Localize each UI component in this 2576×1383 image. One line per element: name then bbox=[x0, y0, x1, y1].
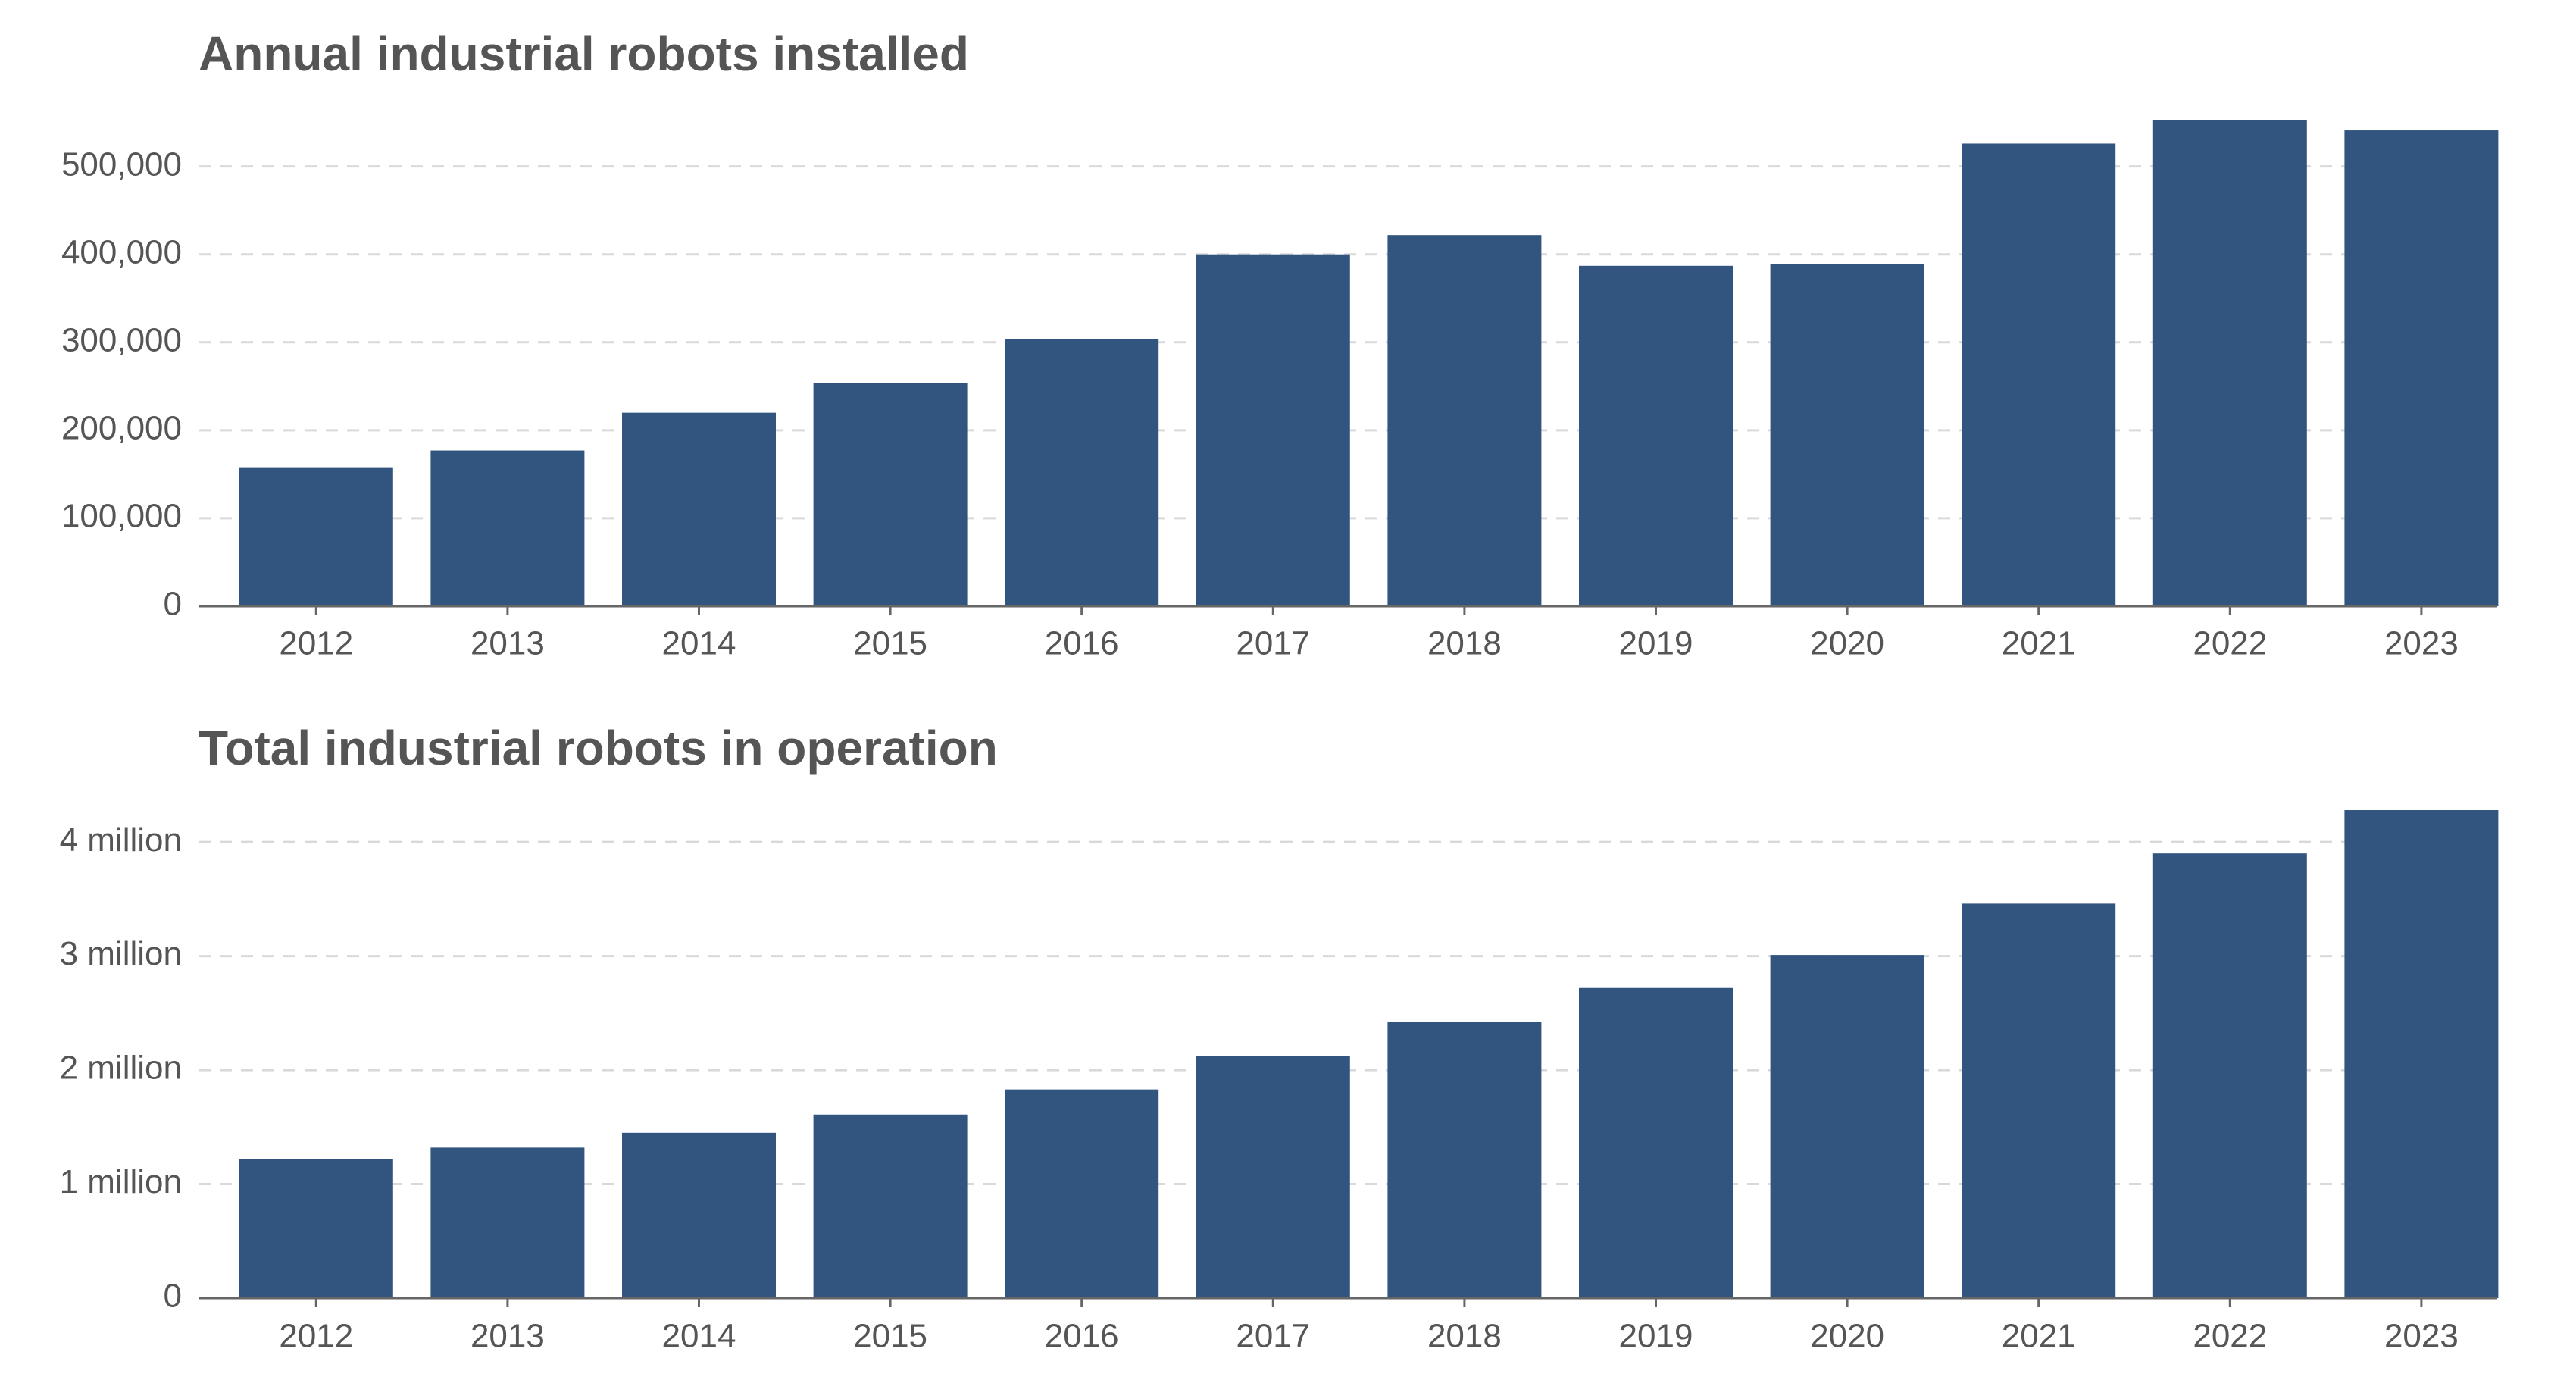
bar bbox=[2152, 853, 2307, 1298]
bar bbox=[1196, 254, 1350, 606]
bar bbox=[2152, 120, 2307, 606]
x-tick-label: 2014 bbox=[662, 1318, 736, 1355]
bar bbox=[430, 1147, 585, 1298]
bar bbox=[1387, 1022, 1542, 1298]
y-tick-label: 2 million bbox=[60, 1050, 182, 1087]
y-tick-label: 200,000 bbox=[61, 409, 182, 446]
bar bbox=[2344, 810, 2499, 1298]
bar bbox=[622, 412, 776, 606]
y-tick-label: 4 million bbox=[60, 821, 182, 859]
x-tick-label: 2013 bbox=[470, 625, 545, 662]
bar bbox=[1005, 1089, 1159, 1298]
y-tick-label: 1 million bbox=[60, 1163, 182, 1200]
x-tick-label: 2022 bbox=[2193, 625, 2267, 662]
bar bbox=[622, 1132, 776, 1298]
x-tick-label: 2012 bbox=[279, 1318, 353, 1355]
x-tick-label: 2020 bbox=[1810, 1318, 1884, 1355]
bar bbox=[1770, 264, 1924, 606]
x-tick-label: 2018 bbox=[1427, 625, 1502, 662]
x-tick-label: 2015 bbox=[853, 1318, 927, 1355]
bar bbox=[1005, 339, 1159, 606]
x-tick-label: 2019 bbox=[1619, 1318, 1693, 1355]
x-tick-label: 2016 bbox=[1045, 1318, 1119, 1355]
x-tick-label: 2015 bbox=[853, 625, 927, 662]
bar bbox=[813, 1114, 968, 1298]
bar bbox=[1579, 265, 1733, 606]
x-tick-label: 2017 bbox=[1236, 1318, 1310, 1355]
bar bbox=[813, 383, 968, 606]
x-tick-label: 2016 bbox=[1045, 625, 1119, 662]
x-tick-label: 2023 bbox=[2384, 1318, 2459, 1355]
bar bbox=[1579, 987, 1733, 1298]
x-tick-label: 2023 bbox=[2384, 625, 2459, 662]
y-tick-label: 3 million bbox=[60, 935, 182, 972]
bar bbox=[1387, 235, 1542, 606]
bar bbox=[239, 1159, 393, 1298]
x-tick-label: 2018 bbox=[1427, 1318, 1502, 1355]
x-tick-label: 2013 bbox=[470, 1318, 545, 1355]
x-tick-label: 2019 bbox=[1619, 625, 1693, 662]
bar bbox=[430, 450, 585, 606]
bar bbox=[2344, 130, 2499, 606]
x-tick-label: 2014 bbox=[662, 625, 736, 662]
x-tick-label: 2012 bbox=[279, 625, 353, 662]
y-tick-label: 100,000 bbox=[61, 498, 182, 535]
chart-title: Total industrial robots in operation bbox=[199, 721, 998, 775]
chart-title: Annual industrial robots installed bbox=[199, 27, 969, 81]
x-tick-label: 2021 bbox=[2002, 625, 2076, 662]
bar bbox=[1770, 955, 1924, 1298]
x-tick-label: 2020 bbox=[1810, 625, 1884, 662]
x-tick-label: 2017 bbox=[1236, 625, 1310, 662]
x-tick-label: 2021 bbox=[2002, 1318, 2076, 1355]
y-tick-label: 0 bbox=[164, 586, 182, 623]
bar bbox=[1196, 1056, 1350, 1298]
y-tick-label: 300,000 bbox=[61, 321, 182, 358]
y-tick-label: 0 bbox=[164, 1278, 182, 1315]
y-tick-label: 500,000 bbox=[61, 145, 182, 183]
y-tick-label: 400,000 bbox=[61, 233, 182, 271]
bar bbox=[239, 467, 393, 606]
bar bbox=[1962, 903, 2116, 1298]
bar bbox=[1962, 143, 2116, 606]
x-tick-label: 2022 bbox=[2193, 1318, 2267, 1355]
